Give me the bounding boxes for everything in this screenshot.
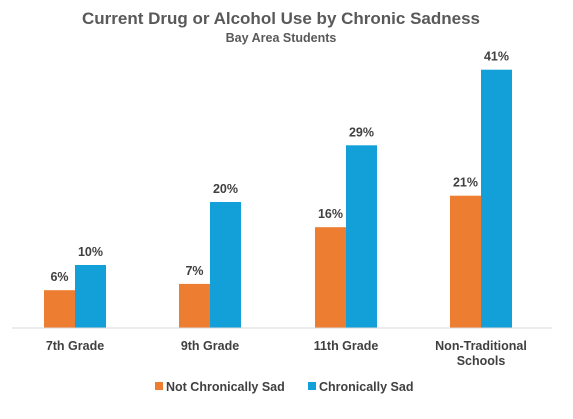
bar-chronically-sad-0 bbox=[75, 265, 106, 328]
legend-label: Not Chronically Sad bbox=[166, 380, 285, 394]
bar-chronically-sad-3 bbox=[481, 69, 512, 328]
legend-swatch bbox=[308, 382, 316, 390]
x-tick-label: 11th Grade bbox=[314, 339, 379, 353]
data-label: 21% bbox=[453, 176, 478, 190]
data-label: 29% bbox=[349, 125, 374, 139]
bar-not-chronically-sad-3 bbox=[450, 195, 481, 328]
chart-title: Current Drug or Alcohol Use by Chronic S… bbox=[82, 9, 480, 28]
chart-subtitle: Bay Area Students bbox=[226, 31, 337, 45]
legend-label: Chronically Sad bbox=[319, 380, 413, 394]
x-tick-label: 9th Grade bbox=[181, 339, 239, 353]
data-label: 20% bbox=[213, 182, 238, 196]
bar-chronically-sad-2 bbox=[346, 145, 377, 328]
data-label: 10% bbox=[78, 245, 103, 259]
x-tick-label: Schools bbox=[457, 354, 506, 368]
data-label: 7% bbox=[185, 264, 203, 278]
bar-not-chronically-sad-2 bbox=[315, 227, 346, 328]
legend-swatch bbox=[155, 382, 163, 390]
data-label: 6% bbox=[50, 270, 68, 284]
x-tick-label: 7th Grade bbox=[46, 339, 104, 353]
bar-not-chronically-sad-1 bbox=[179, 283, 210, 328]
bars-group: 6% 10% 7% 20% 16% 29% 21% 41% bbox=[44, 50, 512, 328]
x-tick-label: Non-Traditional bbox=[435, 339, 527, 353]
bar-chronically-sad-1 bbox=[210, 202, 241, 328]
data-label: 41% bbox=[484, 50, 509, 64]
data-label: 16% bbox=[318, 207, 343, 221]
legend: Not Chronically Sad Chronically Sad bbox=[155, 380, 413, 394]
bar-not-chronically-sad-0 bbox=[44, 290, 75, 328]
x-tick-labels: 7th Grade 9th Grade 11th Grade Non-Traditio… bbox=[46, 339, 527, 368]
